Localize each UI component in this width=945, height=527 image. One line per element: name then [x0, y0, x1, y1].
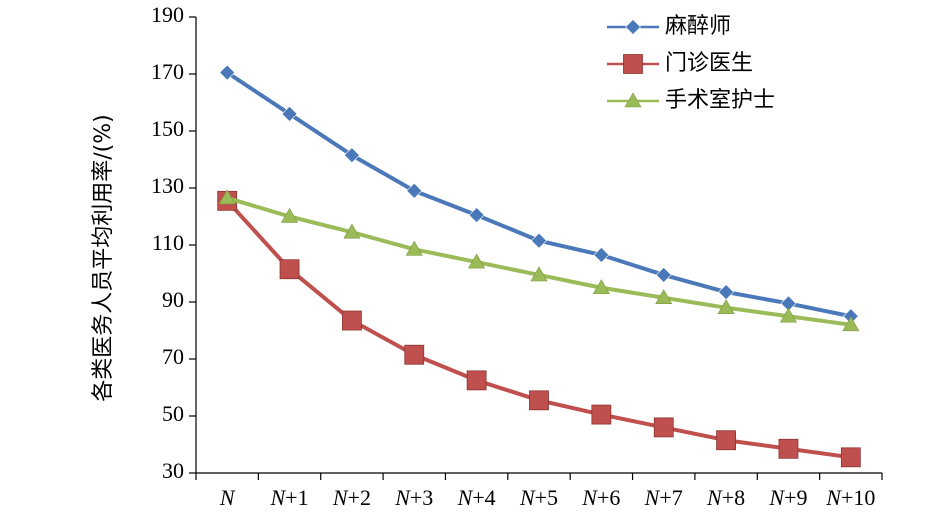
- y-tick-label: 30: [162, 458, 184, 483]
- data-point: [778, 438, 799, 459]
- x-tick-label: N+8: [706, 485, 745, 510]
- data-point: [716, 430, 736, 451]
- series-1: [219, 64, 859, 325]
- y-tick-label: 190: [151, 2, 184, 27]
- x-tick-label-suffix: +7: [659, 485, 682, 510]
- x-tick-label-base: N: [332, 485, 349, 510]
- data-point: [593, 247, 610, 263]
- y-axis-title: 各类医务人员平均利用率/(%): [91, 114, 116, 401]
- y-tick-label: 130: [151, 173, 184, 198]
- data-point: [405, 240, 423, 256]
- data-point: [343, 223, 361, 239]
- y-tick-label: 70: [162, 344, 184, 369]
- data-point: [219, 64, 236, 81]
- x-tick-label-suffix: +8: [722, 485, 745, 510]
- x-tick-label-suffix: +9: [784, 485, 807, 510]
- x-tick-label: N+5: [519, 485, 558, 510]
- x-tick-label: N+7: [644, 485, 683, 510]
- x-tick-label: N: [219, 485, 236, 510]
- x-tick-label-suffix: +5: [535, 485, 558, 510]
- data-point: [281, 105, 298, 122]
- legend-label: 门诊医生: [665, 51, 753, 76]
- x-tick-label-suffix: +4: [472, 485, 495, 510]
- data-point: [406, 182, 423, 199]
- x-tick-label-base: N: [269, 485, 286, 510]
- x-tick-label-base: N: [644, 485, 661, 510]
- x-tick-label-base: N: [519, 485, 536, 510]
- legend-marker: [625, 19, 641, 35]
- data-point: [655, 267, 672, 283]
- x-tick-label-base: N: [394, 485, 411, 510]
- data-point: [531, 232, 547, 249]
- data-point: [342, 310, 362, 331]
- data-point: [218, 189, 236, 205]
- x-tick-label: N+2: [332, 485, 371, 510]
- x-tick-label-base: N: [219, 485, 236, 510]
- x-tick-label-base: N: [457, 485, 474, 510]
- x-tick-label: N+4: [457, 485, 496, 510]
- y-tick-label: 110: [152, 230, 184, 255]
- data-point: [529, 390, 549, 411]
- plot-series: [217, 64, 861, 468]
- x-tick-label-base: N: [768, 485, 785, 510]
- data-point: [717, 299, 735, 315]
- x-tick-label: N+9: [768, 485, 807, 510]
- series-3: [218, 189, 860, 332]
- data-point: [718, 284, 735, 300]
- data-point: [530, 266, 548, 282]
- legend-label: 麻醉师: [665, 14, 731, 39]
- x-tick-label-suffix: +6: [597, 485, 620, 510]
- legend-item: 手术室护士: [607, 88, 775, 113]
- data-point: [655, 289, 673, 305]
- x-tick-label: N+6: [581, 485, 620, 510]
- data-point: [404, 344, 425, 365]
- data-point: [466, 370, 487, 391]
- data-point: [840, 447, 861, 468]
- x-tick-label-base: N: [825, 485, 842, 510]
- x-tick-label-suffix: +10: [841, 485, 875, 510]
- x-tick-label-base: N: [706, 485, 723, 510]
- x-tick-label: N+1: [269, 485, 308, 510]
- legend-item: 门诊医生: [607, 51, 753, 76]
- x-tick-label: N+10: [825, 485, 875, 510]
- legend-item: 麻醉师: [607, 14, 731, 39]
- data-point: [842, 316, 860, 332]
- data-point: [468, 253, 486, 269]
- x-tick-label-suffix: +3: [410, 485, 433, 510]
- data-point: [779, 307, 797, 323]
- y-tick-label: 90: [162, 287, 184, 312]
- data-point: [279, 259, 300, 280]
- data-point: [591, 404, 612, 425]
- legend-marker: [623, 54, 643, 74]
- data-point: [281, 207, 299, 223]
- data-point: [592, 279, 610, 295]
- series-line: [226, 196, 852, 327]
- y-tick-label: 50: [162, 401, 184, 426]
- legend-label: 手术室护士: [665, 88, 775, 113]
- x-tick-label-suffix: +2: [348, 485, 371, 510]
- series-2: [217, 190, 861, 468]
- x-axis: N N+1 N+2 N+3 N+4 N+5 N+6 N+7 N+8 N+9 N+10: [195, 472, 883, 510]
- x-tick-label-suffix: +1: [285, 485, 308, 510]
- data-point: [468, 207, 485, 223]
- y-axis: 30 50 70 90 110 130 150 170 190: [151, 2, 197, 483]
- y-tick-label: 150: [151, 116, 184, 141]
- x-tick-label-base: N: [581, 485, 598, 510]
- data-point: [653, 417, 674, 438]
- data-point: [343, 147, 360, 164]
- x-tick-label: N+3: [394, 485, 433, 510]
- legend-marker: [624, 92, 642, 108]
- y-tick-label: 170: [151, 59, 184, 84]
